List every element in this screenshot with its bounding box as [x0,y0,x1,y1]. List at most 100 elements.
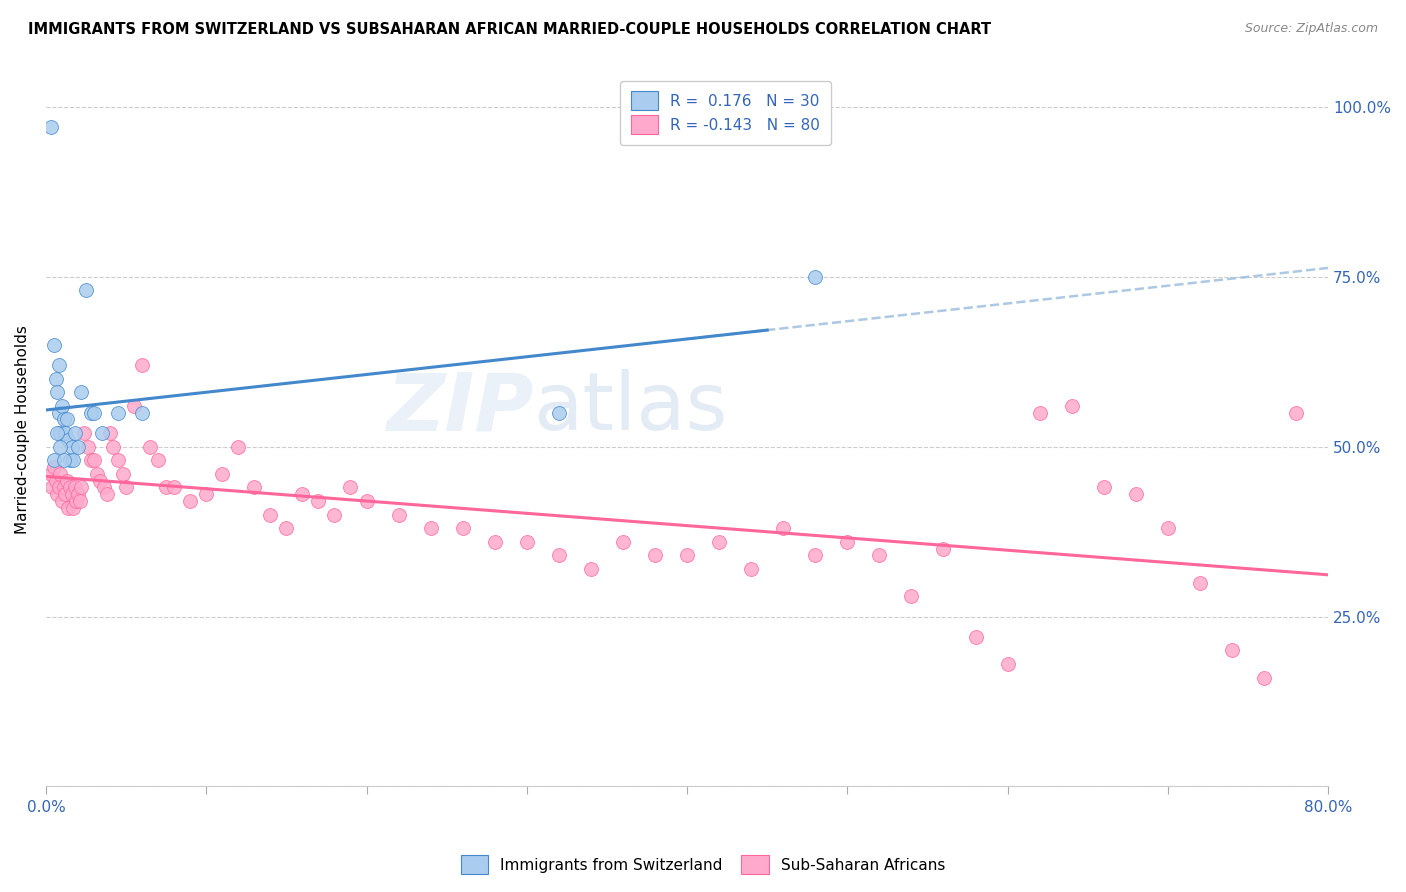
Point [547,549,569,563]
Point [51,399,73,413]
Point [91,426,114,441]
Point [276,521,298,535]
Point [76,440,98,454]
Point [932,541,955,556]
Point [772,521,794,535]
Point [291,487,314,501]
Point [547,406,569,420]
Point [804,269,827,284]
Legend: R =  0.176   N = 30, R = -0.143   N = 80: R = 0.176 N = 30, R = -0.143 N = 80 [620,80,831,145]
Point [419,521,441,535]
Point [868,549,890,563]
Point [80,406,103,420]
Point [93,480,115,494]
Point [70,385,93,400]
Point [387,508,409,522]
Point [63,426,86,441]
Point [195,487,218,501]
Point [740,562,762,576]
Point [80,453,103,467]
Point [75,284,97,298]
Point [42,460,65,475]
Point [579,562,602,576]
Point [89,474,111,488]
Point [83,406,105,420]
Point [65,494,87,508]
Point [103,440,125,454]
Point [60,487,83,501]
Point [307,494,329,508]
Point [53,487,76,501]
Point [644,549,666,563]
Point [965,630,987,644]
Point [243,480,266,494]
Point [45,474,67,488]
Point [51,494,73,508]
Point [49,467,72,481]
Point [131,358,153,372]
Point [1157,521,1180,535]
Point [1092,480,1115,494]
Point [1125,487,1147,501]
Point [46,426,69,441]
Point [46,487,69,501]
Point [115,480,138,494]
Point [707,534,730,549]
Point [60,440,83,454]
Point [612,534,634,549]
Point [107,453,129,467]
Point [139,440,162,454]
Point [48,358,70,372]
Point [59,480,82,494]
Point [52,412,75,426]
Point [56,474,79,488]
Point [46,385,69,400]
Point [42,337,65,351]
Point [226,440,249,454]
Point [83,453,105,467]
Point [96,487,118,501]
Point [676,549,699,563]
Point [41,480,63,494]
Point [107,406,129,420]
Point [49,426,72,441]
Point [179,494,201,508]
Point [62,453,84,467]
Point [53,426,76,441]
Point [122,399,145,413]
Point [45,372,67,386]
Point [111,467,134,481]
Point [804,549,827,563]
Text: atlas: atlas [533,369,727,447]
Point [66,487,89,501]
Point [1220,643,1243,657]
Point [356,494,378,508]
Point [48,406,70,420]
Point [70,480,93,494]
Point [39,467,62,481]
Point [98,426,121,441]
Point [1028,406,1050,420]
Point [484,534,506,549]
Point [63,480,86,494]
Point [131,406,153,420]
Point [62,500,84,515]
Text: IMMIGRANTS FROM SWITZERLAND VS SUBSAHARAN AFRICAN MARRIED-COUPLE HOUSEHOLDS CORR: IMMIGRANTS FROM SWITZERLAND VS SUBSAHARA… [28,22,991,37]
Point [48,480,70,494]
Point [155,480,177,494]
Point [146,453,169,467]
Point [42,453,65,467]
Point [1060,399,1083,413]
Point [163,480,186,494]
Point [339,480,361,494]
Text: ZIP: ZIP [385,369,533,447]
Point [52,453,75,467]
Point [837,534,859,549]
Point [259,508,281,522]
Point [1188,575,1211,590]
Point [997,657,1019,671]
Legend: Immigrants from Switzerland, Sub-Saharan Africans: Immigrants from Switzerland, Sub-Saharan… [454,849,952,880]
Point [39,120,62,135]
Point [211,467,233,481]
Point [59,453,82,467]
